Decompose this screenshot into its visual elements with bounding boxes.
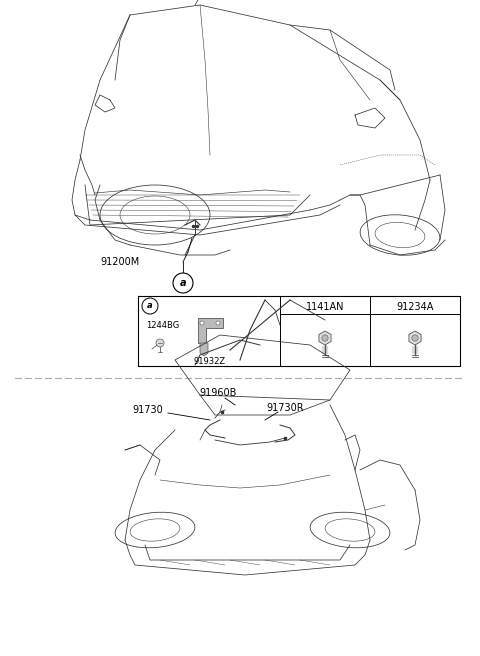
Polygon shape [200, 343, 208, 356]
Text: a: a [147, 302, 153, 310]
Text: a: a [180, 278, 186, 288]
Polygon shape [198, 318, 223, 343]
Text: 91234A: 91234A [396, 302, 434, 312]
Text: 91730: 91730 [132, 405, 163, 415]
Text: 1141AN: 1141AN [306, 302, 344, 312]
Circle shape [200, 321, 204, 325]
Polygon shape [319, 331, 331, 345]
Text: 91200M: 91200M [100, 257, 139, 267]
Circle shape [156, 339, 164, 347]
Text: 91730R: 91730R [266, 403, 304, 413]
Text: 1244BG: 1244BG [146, 321, 179, 331]
Circle shape [322, 335, 328, 341]
Circle shape [216, 321, 220, 325]
Text: 91960B: 91960B [199, 388, 237, 398]
Circle shape [412, 335, 418, 341]
Polygon shape [409, 331, 421, 345]
Text: 91932Z: 91932Z [194, 356, 226, 365]
